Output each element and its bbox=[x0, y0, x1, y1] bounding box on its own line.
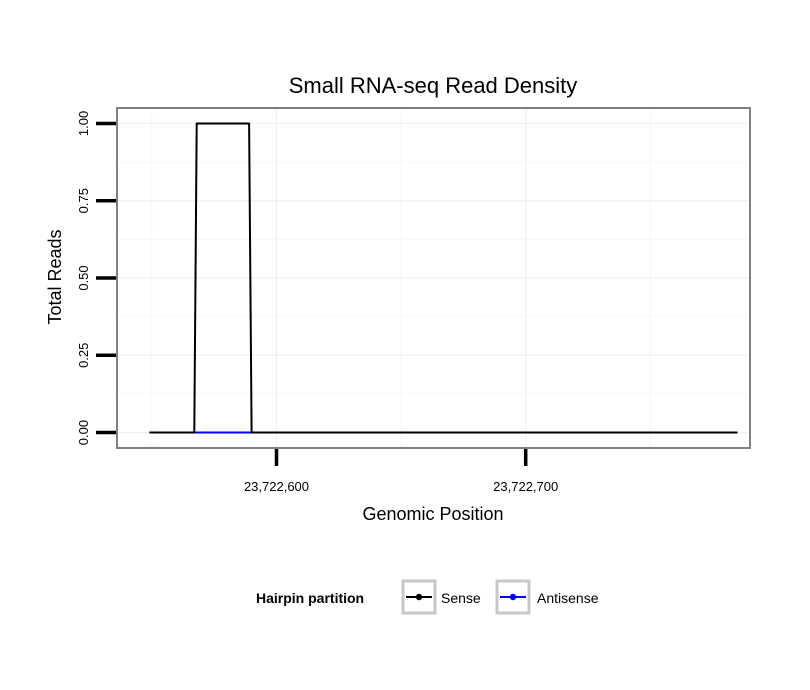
x-tick-label: 23,722,700 bbox=[493, 479, 558, 494]
legend-item-antisense: Antisense bbox=[495, 579, 599, 615]
y-tick-label: 0.50 bbox=[76, 265, 91, 290]
series-line-sense bbox=[149, 122, 738, 434]
y-tick-label: 0.25 bbox=[76, 343, 91, 368]
y-tick-label: 0.00 bbox=[76, 420, 91, 445]
series-layer bbox=[149, 122, 738, 434]
y-axis-title: Total Reads bbox=[45, 229, 65, 324]
chart-title: Small RNA-seq Read Density bbox=[289, 73, 578, 98]
plot-panel-border bbox=[116, 107, 751, 449]
y-axis: 0.00 0.25 0.50 0.75 1.00 bbox=[76, 111, 116, 445]
legend-title: Hairpin partition bbox=[256, 590, 364, 606]
legend: Hairpin partition Sense Antisense bbox=[256, 579, 599, 615]
x-axis-title: Genomic Position bbox=[362, 504, 503, 524]
legend-item-sense: Sense bbox=[401, 579, 481, 615]
x-tick-label: 23,722,600 bbox=[244, 479, 309, 494]
legend-label-antisense: Antisense bbox=[537, 590, 599, 606]
legend-key-point-antisense bbox=[509, 593, 517, 601]
y-tick-label: 0.75 bbox=[76, 188, 91, 213]
x-axis: 23,722,600 23,722,700 bbox=[244, 449, 558, 494]
y-tick-label: 1.00 bbox=[76, 111, 91, 136]
legend-label-sense: Sense bbox=[441, 590, 481, 606]
legend-key-point-sense bbox=[415, 593, 423, 601]
